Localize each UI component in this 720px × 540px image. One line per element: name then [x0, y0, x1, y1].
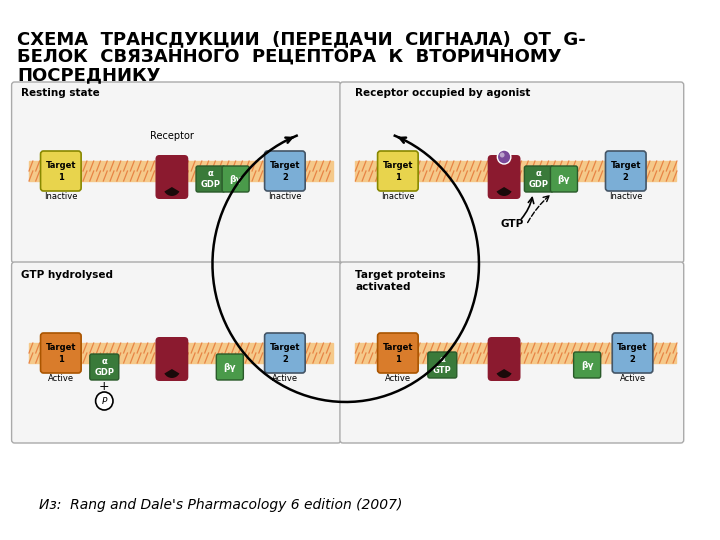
FancyBboxPatch shape — [574, 352, 600, 378]
Text: βγ: βγ — [581, 361, 593, 369]
Bar — [356, 171, 676, 181]
Bar — [356, 343, 676, 353]
FancyBboxPatch shape — [487, 337, 521, 381]
FancyBboxPatch shape — [612, 333, 653, 373]
FancyBboxPatch shape — [487, 155, 521, 199]
FancyBboxPatch shape — [265, 333, 305, 373]
Text: P: P — [102, 396, 107, 406]
FancyBboxPatch shape — [377, 333, 418, 373]
Text: 2: 2 — [629, 354, 636, 363]
Text: GTP: GTP — [500, 219, 523, 229]
Text: α
GTP: α GTP — [433, 355, 451, 375]
Text: α
GDP: α GDP — [201, 170, 220, 188]
Text: 2: 2 — [623, 172, 629, 181]
Text: СХЕМА  ТРАНСДУКЦИИ  (ПЕРЕДАЧИ  СИГНАЛА)  ОТ  G-: СХЕМА ТРАНСДУКЦИИ (ПЕРЕДАЧИ СИГНАЛА) ОТ … — [17, 30, 586, 48]
Wedge shape — [497, 187, 512, 196]
Text: Из:  Rang and Dale's Pharmacology 6 edition (2007): Из: Rang and Dale's Pharmacology 6 editi… — [39, 498, 402, 512]
Text: Inactive: Inactive — [609, 192, 642, 201]
Circle shape — [498, 150, 511, 164]
Text: Target proteins
activated: Target proteins activated — [356, 270, 446, 292]
Text: α
GDP: α GDP — [94, 357, 114, 377]
Text: ПОСРЕДНИКУ: ПОСРЕДНИКУ — [17, 66, 161, 84]
FancyBboxPatch shape — [40, 333, 81, 373]
Text: Receptor occupied by agonist: Receptor occupied by agonist — [356, 88, 531, 98]
Text: 1: 1 — [58, 172, 64, 181]
Text: Target: Target — [617, 343, 648, 353]
FancyBboxPatch shape — [156, 155, 189, 199]
FancyBboxPatch shape — [606, 151, 646, 191]
Text: 2: 2 — [282, 354, 288, 363]
Text: 1: 1 — [395, 172, 401, 181]
Text: βγ: βγ — [224, 362, 236, 372]
Wedge shape — [164, 369, 179, 378]
FancyBboxPatch shape — [428, 352, 456, 378]
Text: Target: Target — [45, 161, 76, 171]
Text: Target: Target — [382, 343, 413, 353]
Text: 2: 2 — [282, 172, 288, 181]
Text: βγ: βγ — [230, 174, 242, 184]
Text: Target: Target — [611, 161, 641, 171]
Text: Inactive: Inactive — [268, 192, 302, 201]
Text: Active: Active — [619, 374, 646, 383]
FancyBboxPatch shape — [12, 82, 341, 263]
FancyBboxPatch shape — [340, 262, 684, 443]
Text: α
GDP: α GDP — [529, 170, 549, 188]
Text: Resting state: Resting state — [22, 88, 100, 98]
Bar — [29, 343, 333, 353]
Bar — [29, 161, 333, 171]
FancyBboxPatch shape — [156, 337, 189, 381]
Text: Target: Target — [382, 161, 413, 171]
Text: Target: Target — [269, 343, 300, 353]
Text: Target: Target — [269, 161, 300, 171]
FancyBboxPatch shape — [90, 354, 119, 380]
FancyBboxPatch shape — [524, 166, 554, 192]
Text: βγ: βγ — [558, 174, 570, 184]
Text: Active: Active — [272, 374, 298, 383]
FancyBboxPatch shape — [265, 151, 305, 191]
FancyBboxPatch shape — [40, 151, 81, 191]
Wedge shape — [497, 369, 512, 378]
Text: Receptor: Receptor — [150, 131, 194, 141]
FancyBboxPatch shape — [216, 354, 243, 380]
Circle shape — [500, 152, 505, 158]
Text: 1: 1 — [58, 354, 64, 363]
FancyBboxPatch shape — [12, 262, 341, 443]
Text: GTP hydrolysed: GTP hydrolysed — [22, 270, 113, 280]
Bar — [356, 353, 676, 363]
Text: Active: Active — [384, 374, 411, 383]
Text: Inactive: Inactive — [381, 192, 415, 201]
FancyBboxPatch shape — [377, 151, 418, 191]
Text: +: + — [99, 381, 109, 394]
Text: 1: 1 — [395, 354, 401, 363]
Text: Active: Active — [48, 374, 74, 383]
Wedge shape — [164, 187, 179, 196]
Text: БЕЛОК  СВЯЗАННОГО  РЕЦЕПТОРА  К  ВТОРИЧНОМУ: БЕЛОК СВЯЗАННОГО РЕЦЕПТОРА К ВТОРИЧНОМУ — [17, 48, 562, 66]
FancyBboxPatch shape — [340, 82, 684, 263]
Circle shape — [96, 392, 113, 410]
FancyBboxPatch shape — [196, 166, 225, 192]
FancyBboxPatch shape — [551, 166, 577, 192]
Text: Inactive: Inactive — [44, 192, 78, 201]
Bar — [29, 353, 333, 363]
Bar — [356, 161, 676, 171]
Bar — [29, 171, 333, 181]
Text: Target: Target — [45, 343, 76, 353]
FancyBboxPatch shape — [222, 166, 249, 192]
